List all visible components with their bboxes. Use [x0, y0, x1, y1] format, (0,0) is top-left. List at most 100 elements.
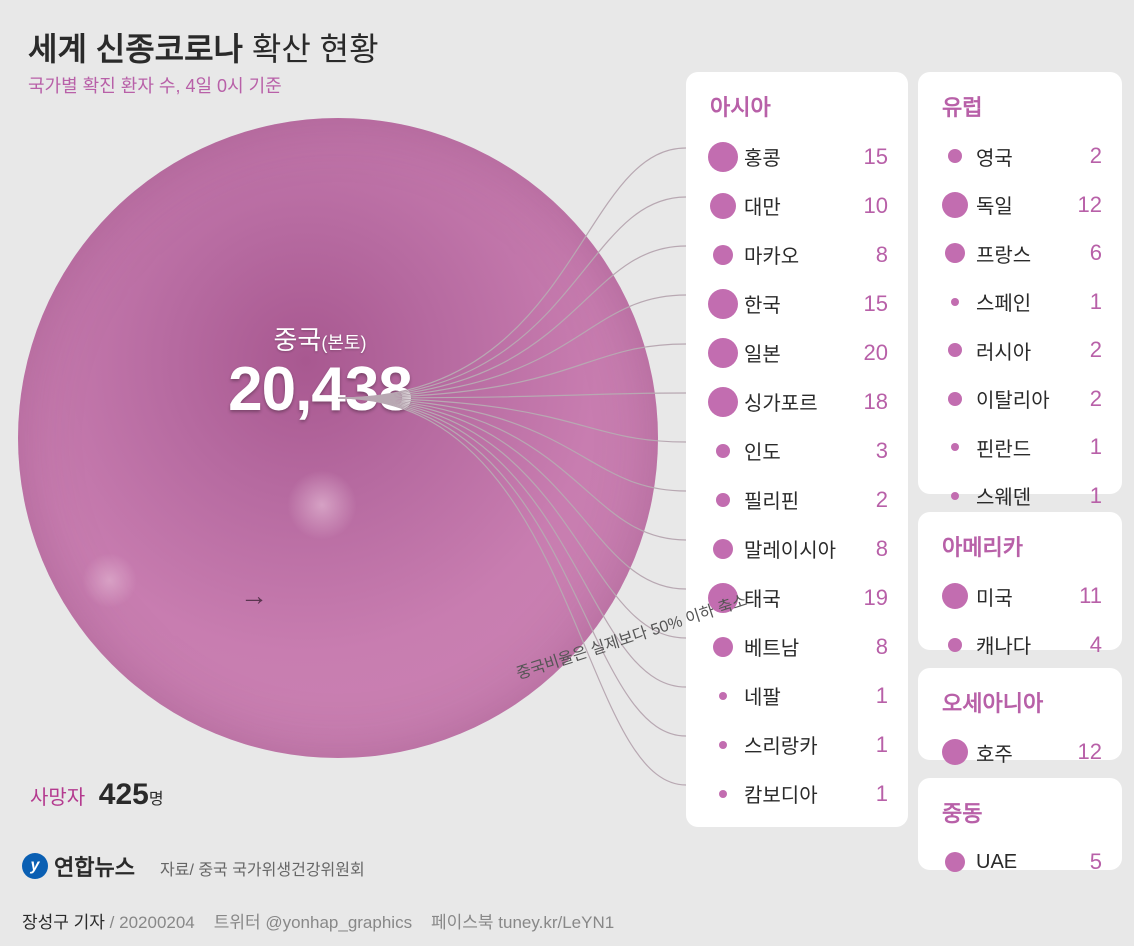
country-value: 11	[1068, 583, 1102, 609]
country-value: 12	[1068, 192, 1102, 218]
region-title-middle-east: 중동	[922, 796, 1118, 838]
country-name: 미국	[976, 582, 1068, 611]
country-name: UAE	[976, 851, 1068, 874]
country-row: 스페인1	[922, 278, 1118, 327]
country-name: 네팔	[744, 681, 854, 710]
country-value: 1	[854, 683, 888, 709]
panel-asia: 아시아 홍콩15대만10마카오8한국15일본20싱가포르18인도3필리핀2말레이…	[686, 72, 908, 827]
country-name: 마카오	[744, 240, 854, 269]
country-row: 호주12	[922, 728, 1118, 777]
proportion-dot	[948, 149, 962, 163]
country-name: 프랑스	[976, 239, 1068, 268]
country-value: 1	[1068, 483, 1102, 509]
country-name: 핀란드	[976, 433, 1068, 462]
subtitle: 국가별 확진 환자 수, 4일 0시 기준	[28, 72, 282, 98]
center-suffix: (본토)	[321, 333, 366, 353]
country-name: 인도	[744, 436, 854, 465]
country-row: 싱가포르18	[690, 377, 904, 426]
credit-facebook: 페이스북 tuney.kr/LeYN1	[431, 913, 614, 932]
country-row: 이탈리아2	[922, 375, 1118, 424]
country-row: 영국2	[922, 132, 1118, 181]
proportion-dot	[713, 245, 733, 265]
proportion-dot	[708, 289, 738, 319]
proportion-dot	[951, 492, 959, 500]
country-value: 8	[854, 536, 888, 562]
country-value: 4	[1068, 632, 1102, 658]
country-row: 대만10	[690, 181, 904, 230]
proportion-dot	[942, 192, 968, 218]
proportion-dot	[716, 444, 730, 458]
headline: 세계 신종코로나 확산 현황	[28, 24, 379, 70]
country-name: 이탈리아	[976, 384, 1068, 413]
deaths-value: 425	[99, 778, 149, 811]
country-value: 1	[1068, 289, 1102, 315]
source-logo-text: 연합뉴스	[54, 850, 135, 882]
arrow-icon: →	[240, 580, 268, 612]
country-row: UAE5	[922, 838, 1118, 887]
deaths: 사망자 425명	[30, 778, 164, 812]
deaths-unit: 명	[149, 791, 164, 808]
panel-americas: 아메리카 미국11캐나다4	[918, 512, 1122, 650]
country-row: 러시아2	[922, 326, 1118, 375]
country-row: 독일12	[922, 181, 1118, 230]
panel-oceania: 오세아니아 호주12	[918, 668, 1122, 760]
region-title-oceania: 오세아니아	[922, 686, 1118, 728]
country-value: 3	[854, 438, 888, 464]
country-row: 마카오8	[690, 230, 904, 279]
country-row: 미국11	[922, 572, 1118, 621]
proportion-dot	[713, 637, 733, 657]
proportion-dot	[716, 493, 730, 507]
country-name: 호주	[976, 738, 1068, 767]
country-value: 1	[854, 781, 888, 807]
panel-europe: 유럽 영국2독일12프랑스6스페인1러시아2이탈리아2핀란드1스웨덴1	[918, 72, 1122, 494]
country-value: 18	[854, 389, 888, 415]
center-country: 중국	[274, 325, 322, 355]
country-name: 러시아	[976, 336, 1068, 365]
proportion-dot	[708, 142, 738, 172]
proportion-dot	[719, 741, 727, 749]
country-name: 스리랑카	[744, 730, 854, 759]
center-count: 20,438	[0, 354, 640, 425]
country-row: 한국15	[690, 279, 904, 328]
country-value: 1	[1068, 434, 1102, 460]
country-row: 프랑스6	[922, 229, 1118, 278]
country-row: 스리랑카1	[690, 720, 904, 769]
credit-author: 장성구 기자	[22, 913, 105, 932]
proportion-dot	[942, 583, 968, 609]
country-value: 15	[854, 291, 888, 317]
proportion-dot	[948, 638, 962, 652]
proportion-dot	[710, 193, 736, 219]
country-name: 일본	[744, 338, 854, 367]
proportion-dot	[708, 387, 738, 417]
country-value: 10	[854, 193, 888, 219]
country-value: 6	[1068, 240, 1102, 266]
country-row: 캄보디아1	[690, 769, 904, 818]
country-name: 영국	[976, 142, 1068, 171]
title-light: 확산 현황	[252, 31, 379, 67]
country-value: 19	[854, 585, 888, 611]
title-main: 세계 신종코로나	[28, 31, 243, 67]
country-name: 스페인	[976, 287, 1068, 316]
proportion-dot	[948, 392, 962, 406]
country-value: 2	[1068, 143, 1102, 169]
proportion-dot	[951, 298, 959, 306]
country-value: 1	[854, 732, 888, 758]
country-name: 싱가포르	[744, 387, 854, 416]
country-name: 한국	[744, 289, 854, 318]
country-value: 2	[854, 487, 888, 513]
region-title-europe: 유럽	[922, 90, 1118, 132]
credit-date: 20200204	[119, 913, 195, 932]
country-name: 홍콩	[744, 142, 854, 171]
country-row: 핀란드1	[922, 423, 1118, 472]
country-row: 홍콩15	[690, 132, 904, 181]
country-value: 2	[1068, 337, 1102, 363]
yonhap-icon: y	[22, 853, 48, 879]
center-label: 중국(본토)	[0, 320, 640, 357]
proportion-dot	[945, 243, 965, 263]
country-name: 베트남	[744, 632, 854, 661]
country-row: 네팔1	[690, 671, 904, 720]
country-name: 필리핀	[744, 485, 854, 514]
country-row: 일본20	[690, 328, 904, 377]
country-value: 5	[1068, 849, 1102, 875]
country-row: 인도3	[690, 426, 904, 475]
